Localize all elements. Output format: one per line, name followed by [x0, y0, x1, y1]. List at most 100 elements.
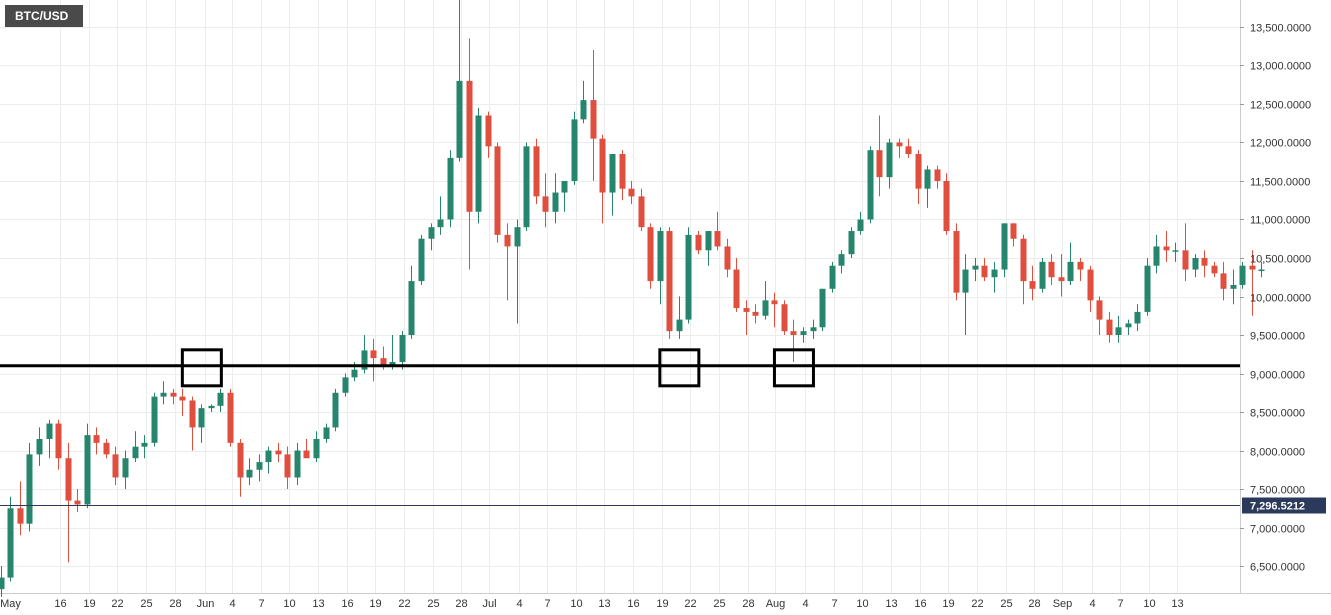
candle-body: [1249, 265, 1256, 270]
candle-down: [65, 442, 72, 563]
y-tick-label: 7,500.0000: [1250, 485, 1305, 497]
x-tick-label: 16: [54, 598, 66, 610]
candle-up: [84, 423, 91, 509]
candle-body: [275, 450, 282, 455]
candle-body: [876, 150, 883, 178]
candle-body: [695, 234, 702, 251]
candle-body: [590, 100, 597, 139]
x-tick-label: 4: [802, 598, 808, 610]
candle-body: [781, 304, 788, 332]
candle-body: [475, 115, 482, 212]
x-tick-label: 13: [598, 598, 610, 610]
candle-up: [122, 450, 129, 490]
candle-body: [246, 469, 253, 478]
candle-down: [170, 388, 177, 405]
candle-up: [389, 335, 396, 370]
candle-down: [876, 115, 883, 197]
candle-up: [800, 327, 807, 343]
x-tick-label: 10: [570, 598, 582, 610]
candle-up: [217, 388, 224, 413]
candle-up: [0, 566, 5, 597]
time-axis[interactable]: May 16 19 22 25 28 Jun 4 7 10 13 16 19 22 25 28 Jul 4 7 10 1…: [0, 598, 1184, 610]
x-tick-label: Sep: [1053, 598, 1073, 610]
candle-up: [991, 261, 998, 293]
candle-body: [122, 458, 129, 478]
candle-body: [170, 392, 177, 397]
candle-body: [456, 80, 463, 158]
candle-body: [494, 146, 501, 235]
y-tick-label: 13,000.0000: [1250, 61, 1311, 73]
candle-body: [1134, 311, 1141, 324]
x-tick-label: 7: [1117, 598, 1123, 610]
candle-body: [1153, 246, 1160, 266]
candle-down: [1048, 254, 1055, 285]
symbol-label[interactable]: BTC/USD: [5, 5, 83, 27]
x-tick-label: May: [0, 598, 21, 610]
candle-down: [74, 489, 81, 513]
candle-up: [857, 211, 864, 235]
candle-body: [1211, 265, 1218, 274]
candle-down: [1211, 261, 1218, 278]
candle-down: [981, 257, 988, 282]
candle-body: [609, 154, 616, 193]
candle-down: [237, 438, 244, 497]
candle-body: [1144, 265, 1151, 312]
candle-down: [905, 138, 912, 158]
candle-up: [1153, 234, 1160, 274]
candle-body: [943, 180, 950, 232]
candle-down: [771, 292, 778, 328]
candle-body: [256, 462, 263, 470]
candle-body: [1182, 250, 1189, 270]
candle-body: [1020, 238, 1027, 282]
candle-body: [638, 196, 645, 228]
candle-body: [418, 238, 425, 282]
candle-body: [399, 335, 406, 362]
candle-body: [580, 100, 587, 120]
candle-body: [84, 435, 91, 505]
x-tick-label: 4: [1089, 598, 1095, 610]
candle-body: [1192, 257, 1199, 270]
candle-up: [265, 446, 272, 474]
candle-up: [676, 296, 683, 339]
price-axis[interactable]: 13,500.0000 13,000.0000 12,500.0000 12,000.…: [1240, 23, 1311, 574]
candle-body: [303, 450, 310, 459]
candle-body: [523, 146, 530, 228]
x-tick-label: 13: [1171, 598, 1183, 610]
candle-body: [323, 427, 330, 439]
candle-up: [848, 227, 855, 258]
candle-up: [246, 458, 253, 486]
candle-up: [160, 381, 167, 405]
candle-down: [284, 446, 291, 490]
candle-body: [857, 219, 864, 232]
candle-up: [1144, 257, 1151, 316]
candle-body: [208, 405, 215, 409]
candle-up: [867, 146, 874, 224]
candle-body: [552, 192, 559, 212]
candle-body: [284, 454, 291, 478]
candle-body: [676, 319, 683, 332]
candle-body: [380, 358, 387, 366]
candle-body: [714, 231, 721, 247]
candle-up: [1258, 261, 1265, 278]
candle-body: [361, 350, 368, 370]
candle-up: [1230, 269, 1237, 305]
candle-up: [1039, 257, 1046, 293]
y-tick-label: 11,500.0000: [1250, 177, 1310, 189]
candle-body: [151, 396, 158, 443]
candle-down: [590, 50, 597, 181]
grid-lines: [0, 0, 1240, 593]
candle-down: [781, 300, 788, 336]
candle-body: [179, 396, 186, 401]
current-price-label: 7,296.5212: [1250, 501, 1305, 513]
candle-body: [0, 577, 5, 590]
candle-down: [628, 180, 635, 205]
candle-down: [1020, 234, 1027, 305]
candle-down: [666, 227, 673, 339]
x-tick-label: 10: [283, 598, 295, 610]
candle-body: [685, 234, 692, 320]
candle-body: [810, 327, 817, 332]
candle-up: [924, 165, 931, 208]
candle-body: [93, 435, 100, 443]
candle-body: [533, 146, 540, 197]
